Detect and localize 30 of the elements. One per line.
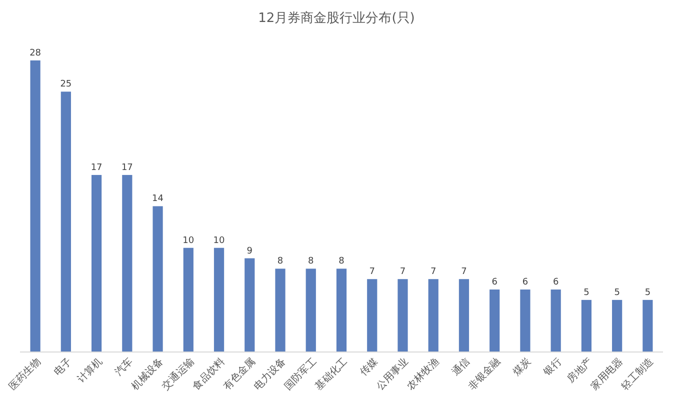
data-label: 7 <box>369 267 375 278</box>
data-label: 7 <box>461 267 467 278</box>
data-label: 6 <box>522 278 528 288</box>
x-tick-label: 煤炭 <box>510 356 534 378</box>
data-label: 25 <box>60 80 72 90</box>
x-tick-label: 银行 <box>541 356 564 379</box>
data-label: 10 <box>182 236 194 246</box>
data-label: 7 <box>400 267 406 278</box>
data-label: 6 <box>552 278 559 288</box>
x-tick-label: 计算机 <box>74 356 105 386</box>
data-label: 17 <box>121 162 133 173</box>
chart-title: 12月券商金股行业分布(只) <box>258 11 415 26</box>
data-label: 9 <box>246 246 253 256</box>
x-tick-label: 电子 <box>51 356 74 378</box>
data-label: 5 <box>614 288 620 298</box>
data-label: 5 <box>584 288 590 298</box>
data-label: 6 <box>492 278 498 288</box>
data-label: 8 <box>338 256 345 267</box>
x-tick-label: 通信 <box>449 356 472 378</box>
x-tick-label: 传媒 <box>358 356 380 378</box>
data-label: 8 <box>277 256 284 267</box>
data-label: 8 <box>308 256 314 267</box>
x-tick-label: 汽车 <box>112 356 136 378</box>
x-tick-label: 医药生物 <box>6 356 44 392</box>
data-label: 7 <box>430 267 436 278</box>
data-label: 14 <box>152 194 164 204</box>
data-label: 28 <box>30 48 42 58</box>
data-label: 5 <box>644 288 651 298</box>
data-label: 10 <box>213 236 226 246</box>
data-label: 17 <box>90 162 102 173</box>
